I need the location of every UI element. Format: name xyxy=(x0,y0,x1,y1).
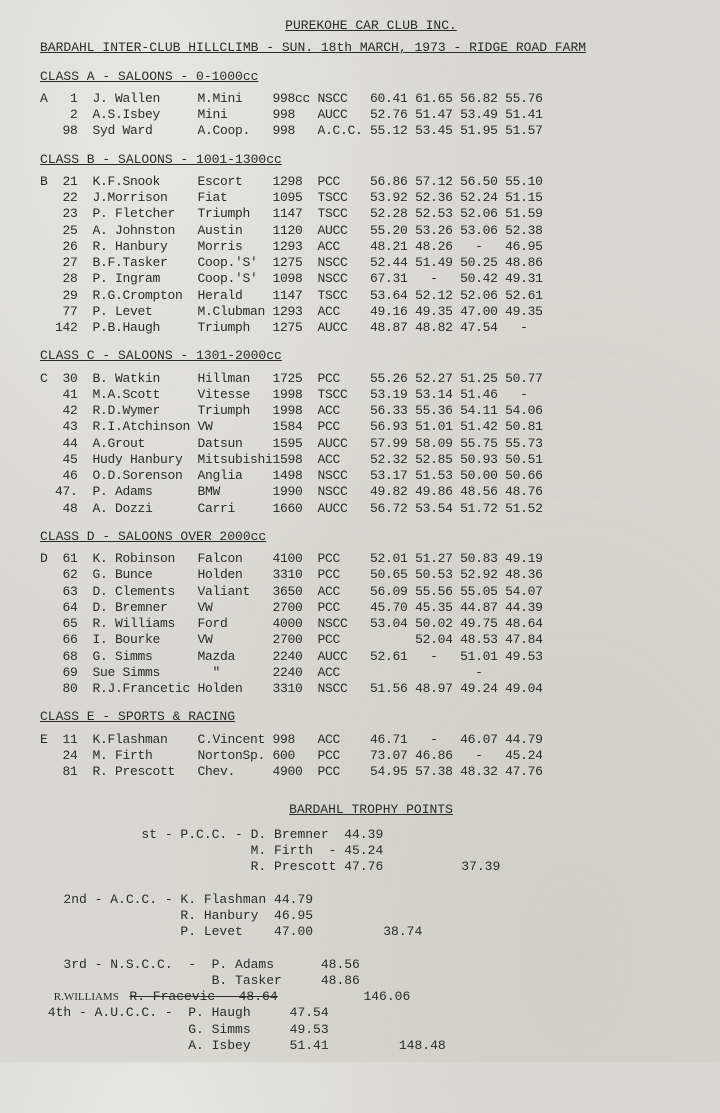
result-row: 68 G. Simms Mazda 2240 AUCC 52.61 - 51.0… xyxy=(40,649,702,665)
result-row: 29 R.G.Crompton Herald 1147 TSCC 53.64 5… xyxy=(40,288,702,304)
trophy-line: 3rd - N.S.C.C. - P. Adams 48.56 xyxy=(40,957,702,973)
result-row: 47. P. Adams BMW 1990 NSCC 49.82 49.86 4… xyxy=(40,484,702,500)
trophy-line: G. Simms 49.53 xyxy=(40,1022,702,1038)
result-row: A 1 J. Wallen M.Mini 998cc NSCC 60.41 61… xyxy=(40,91,702,107)
trophy-line: 4th - A.U.C.C. - P. Haugh 47.54 xyxy=(40,1005,702,1021)
class-heading: CLASS B - SALOONS - 1001-1300cc xyxy=(40,152,282,167)
result-row: 45 Hudy Hanbury Mitsubishi1598 ACC 52.32… xyxy=(40,452,702,468)
result-row: 26 R. Hanbury Morris 1293 ACC 48.21 48.2… xyxy=(40,239,702,255)
trophy-line: B. Tasker 48.86 xyxy=(40,973,702,989)
trophy-line: R. Hanbury 46.95 xyxy=(40,908,702,924)
class-heading: CLASS A - SALOONS - 0-1000cc xyxy=(40,69,258,84)
result-row: 48 A. Dozzi Carri 1660 AUCC 56.72 53.54 … xyxy=(40,501,702,517)
result-row: E 11 K.Flashman C.Vincent 998 ACC 46.71 … xyxy=(40,732,702,748)
result-row: 46 O.D.Sorenson Anglia 1498 NSCC 53.17 5… xyxy=(40,468,702,484)
class-heading: CLASS C - SALOONS - 1301-2000cc xyxy=(40,348,282,363)
result-row: 66 I. Bourke VW 2700 PCC 52.04 48.53 47.… xyxy=(40,632,702,648)
result-row: 63 D. Clements Valiant 3650 ACC 56.09 55… xyxy=(40,584,702,600)
result-row: D 61 K. Robinson Falcon 4100 PCC 52.01 5… xyxy=(40,551,702,567)
trophy-line: A. Isbey 51.41 148.48 xyxy=(40,1038,702,1054)
result-row: 44 A.Grout Datsun 1595 AUCC 57.99 58.09 … xyxy=(40,436,702,452)
result-row: 24 M. Firth NortonSp. 600 PCC 73.07 46.8… xyxy=(40,748,702,764)
result-row: 62 G. Bunce Holden 3310 PCC 50.65 50.53 … xyxy=(40,567,702,583)
result-row: B 21 K.F.Snook Escort 1298 PCC 56.86 57.… xyxy=(40,174,702,190)
result-row: 80 R.J.Francetic Holden 3310 NSCC 51.56 … xyxy=(40,681,702,697)
result-row: 2 A.S.Isbey Mini 998 AUCC 52.76 51.47 53… xyxy=(40,107,702,123)
class-heading: CLASS E - SPORTS & RACING xyxy=(40,709,235,724)
result-row: 142 P.B.Haugh Triumph 1275 AUCC 48.87 48… xyxy=(40,320,702,336)
event-line: BARDAHL INTER-CLUB HILLCLIMB - SUN. 18th… xyxy=(40,40,586,55)
result-row: 28 P. Ingram Coop.'S' 1098 NSCC 67.31 - … xyxy=(40,271,702,287)
trophy-line xyxy=(40,940,702,956)
result-row: 23 P. Fletcher Triumph 1147 TSCC 52.28 5… xyxy=(40,206,702,222)
trophy-line: R. Prescott 47.76 37.39 xyxy=(40,859,702,875)
result-row: 22 J.Morrison Fiat 1095 TSCC 53.92 52.36… xyxy=(40,190,702,206)
trophy-line: P. Levet 47.00 38.74 xyxy=(40,924,702,940)
trophy-heading: BARDAHL TROPHY POINTS xyxy=(289,802,453,817)
result-row: 98 Syd Ward A.Coop. 998 A.C.C. 55.12 53.… xyxy=(40,123,702,139)
result-row: 27 B.F.Tasker Coop.'S' 1275 NSCC 52.44 5… xyxy=(40,255,702,271)
club-name: PUREKOHE CAR CLUB INC. xyxy=(285,18,457,33)
result-row: 64 D. Bremner VW 2700 PCC 45.70 45.35 44… xyxy=(40,600,702,616)
result-row: 42 R.D.Wymer Triumph 1998 ACC 56.33 55.3… xyxy=(40,403,702,419)
trophy-line xyxy=(40,875,702,891)
result-row: 65 R. Williams Ford 4000 NSCC 53.04 50.0… xyxy=(40,616,702,632)
result-row: 25 A. Johnston Austin 1120 AUCC 55.20 53… xyxy=(40,223,702,239)
result-row: C 30 B. Watkin Hillman 1725 PCC 55.26 52… xyxy=(40,371,702,387)
result-row: 43 R.I.Atchinson VW 1584 PCC 56.93 51.01… xyxy=(40,419,702,435)
result-row: 77 P. Levet M.Clubman 1293 ACC 49.16 49.… xyxy=(40,304,702,320)
result-row: 69 Sue Simms " 2240 ACC - xyxy=(40,665,702,681)
result-row: 41 M.A.Scott Vitesse 1998 TSCC 53.19 53.… xyxy=(40,387,702,403)
trophy-line: st - P.C.C. - D. Bremner 44.39 xyxy=(40,827,702,843)
trophy-line: M. Firth - 45.24 xyxy=(40,843,702,859)
handwritten-note: R.WILLIAMS xyxy=(40,991,122,1003)
trophy-line: 2nd - A.C.C. - K. Flashman 44.79 xyxy=(40,892,702,908)
result-row: 81 R. Prescott Chev. 4900 PCC 54.95 57.3… xyxy=(40,764,702,780)
class-heading: CLASS D - SALOONS OVER 2000cc xyxy=(40,529,266,544)
trophy-strike-line: R.WILLIAMS R. Fracevic 48.64 146.06 xyxy=(40,989,702,1005)
